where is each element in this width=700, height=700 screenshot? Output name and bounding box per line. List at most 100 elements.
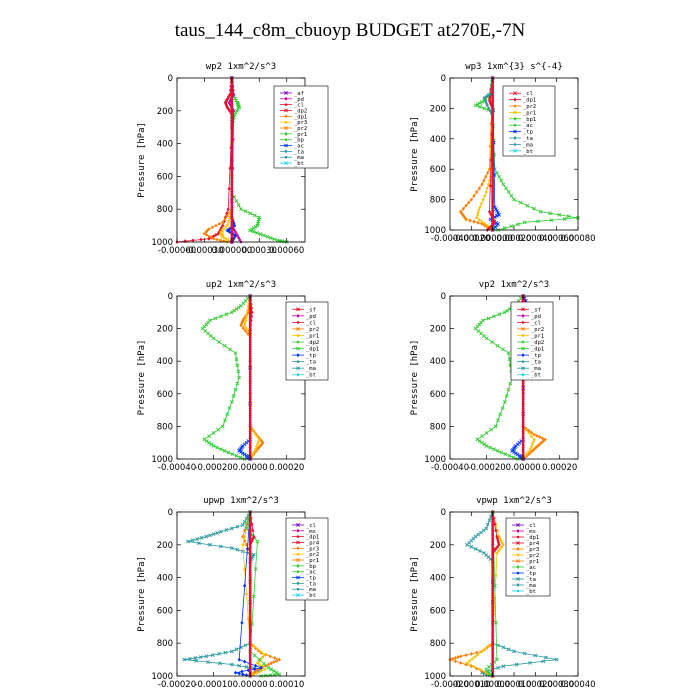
zero-point xyxy=(248,374,252,379)
data-point xyxy=(453,659,457,664)
zero-point xyxy=(230,118,234,123)
zero-point xyxy=(491,153,495,158)
zero-point xyxy=(248,565,252,570)
zero-point xyxy=(491,100,495,105)
data-point xyxy=(495,343,500,348)
x-tick-label: 0.00060 xyxy=(539,234,574,244)
zero-point xyxy=(491,572,495,577)
zero-point xyxy=(230,216,234,221)
zero-point xyxy=(248,602,252,607)
x-tick-label: 0.00020 xyxy=(518,680,553,690)
zero-point xyxy=(248,598,252,603)
legend-entry: _ta xyxy=(280,149,304,155)
zero-point xyxy=(491,108,495,113)
zero-point xyxy=(248,438,252,443)
data-point xyxy=(495,551,499,555)
data-point xyxy=(488,445,493,450)
y-tick-label: 0 xyxy=(441,508,446,518)
data-point xyxy=(218,314,223,319)
data-point xyxy=(225,412,230,417)
zero-point xyxy=(521,422,525,427)
data-point xyxy=(259,442,264,447)
x-tick-label: -0.00020 xyxy=(452,234,490,244)
y-tick-label: 600 xyxy=(430,606,446,616)
legend-entry: _ta xyxy=(512,577,536,583)
data-point xyxy=(256,648,260,653)
y-tick-label: 1000 xyxy=(151,672,173,682)
zero-point xyxy=(491,195,495,200)
zero-point xyxy=(230,207,234,212)
legend-entry: _bp1 xyxy=(509,116,536,123)
zero-point xyxy=(521,381,525,386)
data-point xyxy=(251,537,255,540)
zero-profile xyxy=(230,76,234,244)
data-point xyxy=(461,206,465,211)
data-point xyxy=(487,106,490,110)
legend-label: _ta xyxy=(526,577,536,583)
zero-point xyxy=(230,226,234,231)
zero-profile xyxy=(491,510,495,678)
legend-label: _pr2 xyxy=(523,104,536,110)
data-point xyxy=(248,228,253,233)
zero-point xyxy=(230,166,234,171)
legend-entry: _pr1 xyxy=(509,110,536,116)
data-point xyxy=(218,544,223,549)
data-point xyxy=(239,207,243,212)
legend-marker xyxy=(296,558,300,562)
legend-entry: _pr2 xyxy=(280,126,307,132)
zero-point xyxy=(248,646,252,651)
zero-point xyxy=(230,175,234,180)
data-point xyxy=(500,545,504,549)
data-point xyxy=(211,431,216,435)
y-axis-label: Pressure [hPa] xyxy=(410,556,420,632)
data-point xyxy=(246,309,249,312)
data-point xyxy=(183,239,187,244)
legend-entry: _sf xyxy=(517,307,541,313)
zero-point xyxy=(491,650,495,655)
zero-point xyxy=(248,351,252,356)
zero-point xyxy=(521,445,525,450)
legend-marker xyxy=(296,587,300,591)
data-point xyxy=(215,530,220,535)
zero-point xyxy=(230,97,234,102)
data-point xyxy=(541,659,546,664)
legend-label: _pr2 xyxy=(526,553,539,559)
data-point xyxy=(244,319,247,322)
zero-point xyxy=(491,125,495,130)
legend-entry: _tp xyxy=(517,353,541,359)
zero-point xyxy=(230,180,234,185)
legend-marker xyxy=(296,353,300,358)
legend-entry: _pr3 xyxy=(292,546,319,552)
data-point xyxy=(233,96,237,101)
zero-point xyxy=(491,185,495,190)
legend-marker xyxy=(516,535,520,539)
legend-label: _bt xyxy=(306,373,316,379)
zero-point xyxy=(491,545,495,550)
data-point xyxy=(490,340,494,344)
zero-point xyxy=(248,388,252,393)
data-point xyxy=(216,427,221,432)
data-point xyxy=(226,219,231,224)
data-point xyxy=(493,424,498,429)
zero-point xyxy=(248,600,252,605)
data-point xyxy=(486,94,490,97)
x-tick-label: 0.00000 xyxy=(475,680,510,690)
legend-entry: _dp1 xyxy=(517,347,544,353)
data-point xyxy=(257,663,261,666)
zero-point xyxy=(521,420,525,425)
data-point xyxy=(522,220,527,225)
data-point xyxy=(210,653,215,658)
data-point xyxy=(207,440,211,445)
legend-marker xyxy=(521,353,525,358)
zero-point xyxy=(521,438,525,443)
x-tick-label: -0.00040 xyxy=(431,234,469,244)
data-point xyxy=(534,445,538,450)
legend-entry: _pr1 xyxy=(517,333,544,339)
zero-point xyxy=(248,317,252,322)
legend-entry: _bt xyxy=(509,149,533,155)
data-point xyxy=(529,430,533,435)
zero-point xyxy=(491,549,495,554)
legend-entry: _ta xyxy=(292,360,316,366)
legend-label: _ta xyxy=(294,149,304,155)
